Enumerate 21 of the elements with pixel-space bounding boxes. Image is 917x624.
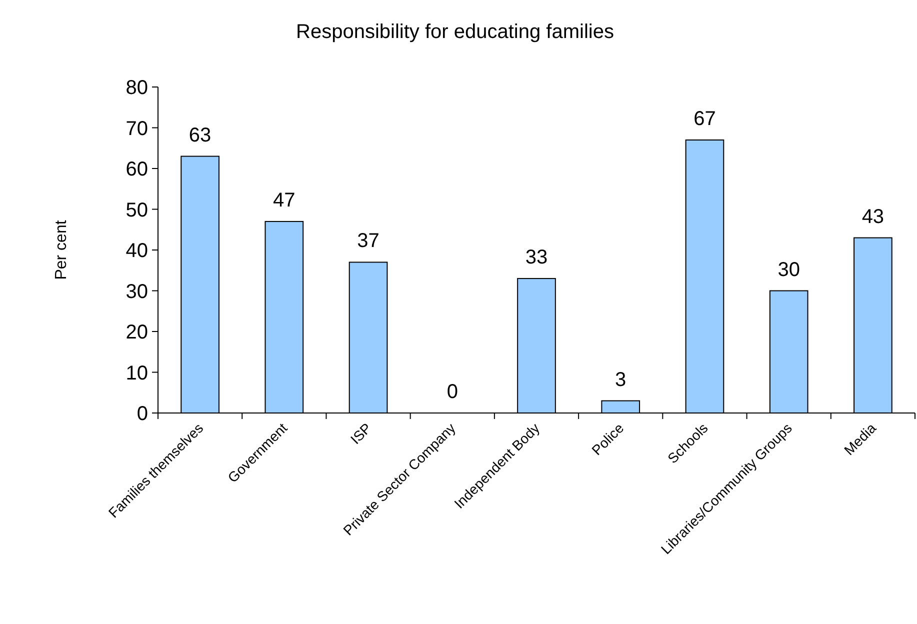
y-tick-label: 10 [126,362,148,384]
y-tick-label: 50 [126,199,148,222]
y-axis-title: Per cent [53,220,70,280]
y-tick-label: 80 [126,77,148,99]
data-label: 47 [273,189,296,212]
x-tick-label: ISP [347,420,374,448]
data-label: 63 [188,124,212,146]
y-tick-label: 40 [126,240,148,262]
y-tick-label: 20 [126,322,148,344]
y-tick-label: 70 [126,118,148,140]
data-label: 0 [446,381,458,403]
data-label: 43 [862,206,884,228]
data-label: 3 [615,368,626,391]
chart-title: Responsibility for educating families [296,21,614,43]
y-tick-label: 30 [126,280,148,303]
y-tick-label: 0 [136,403,148,425]
data-label: 67 [694,108,716,130]
data-label: 33 [525,246,548,269]
data-label: 30 [778,258,800,281]
y-tick-label: 60 [126,158,148,180]
data-label: 37 [357,230,380,252]
